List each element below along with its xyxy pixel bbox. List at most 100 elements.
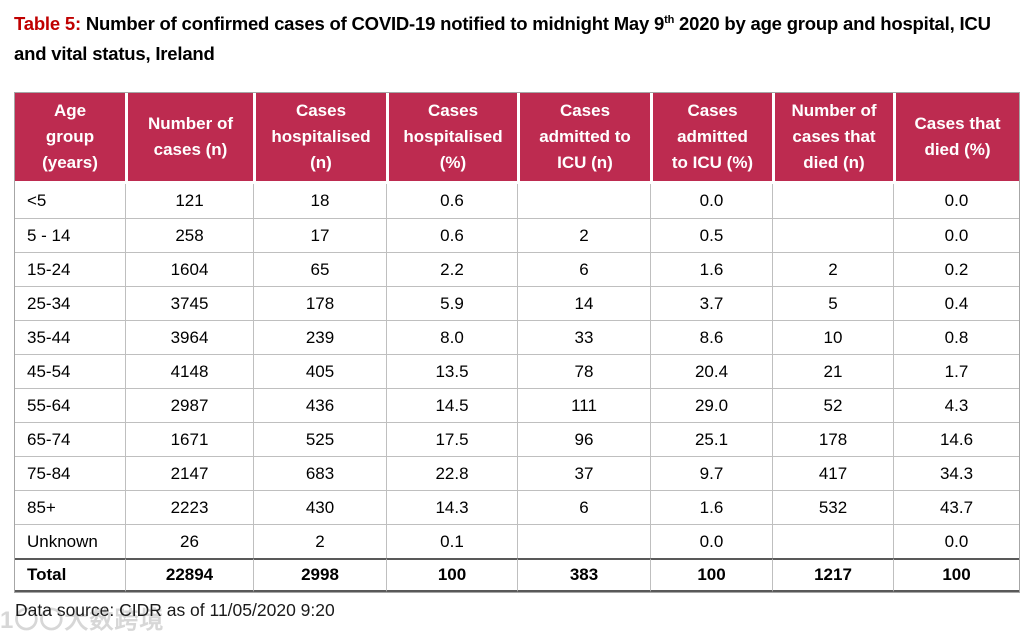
table-row: 35-44 3964 239 8.0 33 8.6 10 0.8 bbox=[15, 320, 1019, 355]
title-text-before-sup: Number of confirmed cases of COVID-19 no… bbox=[80, 13, 665, 34]
column-header: Cases admitted to ICU (n) bbox=[517, 93, 650, 185]
table-cell: 8.0 bbox=[386, 320, 517, 355]
table-row: 25-34 3745 178 5.9 14 3.7 5 0.4 bbox=[15, 286, 1019, 321]
table-row: Unknown 26 2 0.1 0.0 0.0 bbox=[15, 524, 1019, 559]
table-cell: 0.2 bbox=[893, 252, 1019, 287]
table-cell: 1604 bbox=[125, 252, 253, 287]
table-number-label: Table 5: bbox=[14, 13, 81, 34]
table-cell: 0.0 bbox=[650, 184, 772, 219]
covid-cases-table-wrapper: Age group (years) Number of cases (n) Case… bbox=[14, 92, 1020, 594]
column-header: Cases that died (%) bbox=[893, 93, 1019, 185]
table-cell: 383 bbox=[517, 558, 650, 593]
age-group-cell: 15-24 bbox=[15, 252, 125, 287]
table-cell: 2987 bbox=[125, 388, 253, 423]
column-header: Number of cases (n) bbox=[125, 93, 253, 185]
table-cell: 14.3 bbox=[386, 490, 517, 525]
table-cell bbox=[517, 524, 650, 559]
data-source-text: Data source: CIDR as of 11/05/2020 9:20 bbox=[15, 600, 335, 621]
table-cell: 2 bbox=[772, 252, 893, 287]
table-cell: 5 bbox=[772, 286, 893, 321]
table-cell: 100 bbox=[386, 558, 517, 593]
age-group-cell: 45-54 bbox=[15, 354, 125, 389]
column-header: Age group (years) bbox=[15, 93, 125, 185]
table-cell: 29.0 bbox=[650, 388, 772, 423]
table-cell: 25.1 bbox=[650, 422, 772, 457]
table-cell: 2998 bbox=[253, 558, 386, 593]
table-row: 85+ 2223 430 14.3 6 1.6 532 43.7 bbox=[15, 490, 1019, 525]
age-group-cell: 55-64 bbox=[15, 388, 125, 423]
table-cell bbox=[772, 218, 893, 253]
table-cell: 683 bbox=[253, 456, 386, 491]
column-header: Number of cases that died (n) bbox=[772, 93, 893, 185]
table-cell: 78 bbox=[517, 354, 650, 389]
table-cell: 33 bbox=[517, 320, 650, 355]
table-row: <5 121 18 0.6 0.0 0.0 bbox=[15, 184, 1019, 219]
table-cell: 22894 bbox=[125, 558, 253, 593]
table-cell: 14.5 bbox=[386, 388, 517, 423]
table-row: 55-64 2987 436 14.5 111 29.0 52 4.3 bbox=[15, 388, 1019, 423]
age-group-cell: 85+ bbox=[15, 490, 125, 525]
table-cell: 6 bbox=[517, 490, 650, 525]
covid-cases-table: Age group (years) Number of cases (n) Case… bbox=[15, 93, 1019, 593]
table-cell: 52 bbox=[772, 388, 893, 423]
title-text-after-sup: 2020 by age group and hospital, ICU and … bbox=[14, 13, 991, 64]
table-cell: 2 bbox=[253, 524, 386, 559]
table-cell: 0.5 bbox=[650, 218, 772, 253]
table-cell: 17 bbox=[253, 218, 386, 253]
table-cell: 3745 bbox=[125, 286, 253, 321]
column-header: Cases hospitalised (%) bbox=[386, 93, 517, 185]
table-cell: 1671 bbox=[125, 422, 253, 457]
table-cell: 436 bbox=[253, 388, 386, 423]
table-cell: 0.0 bbox=[893, 218, 1019, 253]
table-cell: 178 bbox=[253, 286, 386, 321]
table-cell: 417 bbox=[772, 456, 893, 491]
table-cell: 34.3 bbox=[893, 456, 1019, 491]
age-group-cell: 65-74 bbox=[15, 422, 125, 457]
table-cell: 0.6 bbox=[386, 218, 517, 253]
age-group-cell: 25-34 bbox=[15, 286, 125, 321]
table-cell: 21 bbox=[772, 354, 893, 389]
table-cell: 8.6 bbox=[650, 320, 772, 355]
age-group-cell: Unknown bbox=[15, 524, 125, 559]
table-cell: 1.6 bbox=[650, 252, 772, 287]
table-cell: 405 bbox=[253, 354, 386, 389]
table-cell: 532 bbox=[772, 490, 893, 525]
table-cell: 3964 bbox=[125, 320, 253, 355]
table-cell: 4.3 bbox=[893, 388, 1019, 423]
table-cell: 10 bbox=[772, 320, 893, 355]
table-cell: 6 bbox=[517, 252, 650, 287]
age-group-cell: <5 bbox=[15, 184, 125, 219]
table-row: 75-84 2147 683 22.8 37 9.7 417 34.3 bbox=[15, 456, 1019, 491]
table-body: <5 121 18 0.6 0.0 0.0 5 - 14 258 17 0.6 2 0.5 0.0 15-… bbox=[15, 184, 1019, 593]
table-row: 15-24 1604 65 2.2 6 1.6 2 0.2 bbox=[15, 252, 1019, 287]
table-cell: 0.8 bbox=[893, 320, 1019, 355]
table-cell: 0.6 bbox=[386, 184, 517, 219]
page-title: Table 5: Number of confirmed cases of CO… bbox=[14, 9, 1022, 68]
table-row: 5 - 14 258 17 0.6 2 0.5 0.0 bbox=[15, 218, 1019, 253]
table-row: 45-54 4148 405 13.5 78 20.4 21 1.7 bbox=[15, 354, 1019, 389]
age-group-cell: 35-44 bbox=[15, 320, 125, 355]
age-group-cell: 5 - 14 bbox=[15, 218, 125, 253]
table-cell: 100 bbox=[650, 558, 772, 593]
table-cell: 14.6 bbox=[893, 422, 1019, 457]
table-cell: 0.0 bbox=[650, 524, 772, 559]
table-cell: 1.6 bbox=[650, 490, 772, 525]
table-cell: 121 bbox=[125, 184, 253, 219]
table-cell: 525 bbox=[253, 422, 386, 457]
table-cell: 17.5 bbox=[386, 422, 517, 457]
table-cell: 26 bbox=[125, 524, 253, 559]
table-cell: 3.7 bbox=[650, 286, 772, 321]
table-header-row: Age group (years) Number of cases (n) Case… bbox=[15, 93, 1019, 185]
table-cell: 178 bbox=[772, 422, 893, 457]
table-cell: 2.2 bbox=[386, 252, 517, 287]
table-cell: 13.5 bbox=[386, 354, 517, 389]
table-cell: 2147 bbox=[125, 456, 253, 491]
table-cell: 37 bbox=[517, 456, 650, 491]
table-cell bbox=[772, 184, 893, 219]
table-cell: 2 bbox=[517, 218, 650, 253]
table-cell: 4148 bbox=[125, 354, 253, 389]
table-cell: 20.4 bbox=[650, 354, 772, 389]
table-cell: 0.1 bbox=[386, 524, 517, 559]
table-cell: 2223 bbox=[125, 490, 253, 525]
